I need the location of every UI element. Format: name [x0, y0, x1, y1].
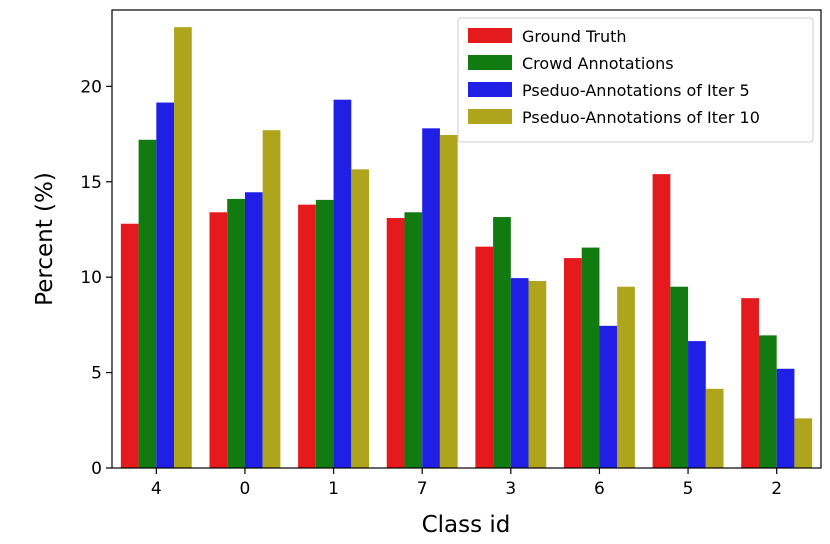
- bar-7-series-0: [386, 218, 405, 468]
- x-tick-label: 5: [683, 479, 694, 499]
- y-axis-title: Percent (%): [32, 172, 58, 306]
- bar-3-series-1: [493, 217, 511, 468]
- x-tick-label: 4: [151, 479, 162, 499]
- bar-0-series-0: [209, 212, 228, 468]
- bar-5-series-0: [652, 174, 671, 468]
- x-axis: 4 0 1 7 3 6 5 2: [151, 468, 782, 499]
- bar-6-series-2: [599, 325, 618, 468]
- bar-3-series-3: [528, 280, 547, 468]
- legend-label-0: Ground Truth: [522, 27, 627, 46]
- legend: Ground Truth Crowd Annotations Pseduo-Anno…: [457, 17, 814, 143]
- bar-6-series-0: [563, 258, 582, 468]
- bar-5-series-3: [705, 388, 724, 468]
- bar-6-series-3: [617, 286, 635, 468]
- bar-1-series-1: [315, 199, 334, 468]
- bar-1-series-2: [333, 99, 352, 468]
- x-tick-label: 3: [505, 479, 516, 499]
- bar-0-series-2: [244, 192, 263, 468]
- x-tick-label: 1: [328, 479, 339, 499]
- bar-2-series-1: [758, 335, 777, 468]
- legend-swatch-1: [468, 55, 512, 70]
- bar-4-series-2: [156, 102, 175, 469]
- bar-7-series-2: [422, 128, 440, 468]
- bar-1-series-3: [351, 169, 370, 468]
- bar-3-series-2: [510, 278, 529, 468]
- bars-group: [120, 27, 813, 469]
- bar-6-series-1: [581, 247, 600, 468]
- x-tick-label: 0: [240, 479, 251, 499]
- plot-frame: [111, 9, 822, 469]
- bar-4-series-0: [120, 223, 139, 468]
- x-tick-label: 7: [417, 479, 428, 499]
- legend-label-2: Pseduo-Annotations of Iter 5: [522, 81, 750, 100]
- bar-3-series-0: [475, 246, 494, 468]
- y-tick-label: 15: [80, 173, 102, 193]
- x-tick-label: 6: [594, 479, 605, 499]
- bar-0-series-1: [227, 198, 245, 468]
- legend-box: [457, 17, 814, 143]
- bar-2-series-0: [741, 298, 759, 468]
- bar-2-series-3: [794, 418, 813, 468]
- bar-4-series-1: [138, 139, 157, 468]
- bar-4-series-3: [174, 27, 192, 469]
- bar-7-series-3: [439, 135, 458, 468]
- y-axis: 0 5 10 15 20: [80, 77, 112, 479]
- bar-7-series-1: [404, 212, 423, 468]
- x-tick-label: 2: [771, 479, 782, 499]
- bar-2-series-2: [776, 368, 795, 468]
- bar-5-series-2: [688, 341, 706, 468]
- legend-swatch-2: [468, 82, 512, 97]
- legend-label-3: Pseduo-Annotations of Iter 10: [522, 108, 760, 127]
- y-tick-label: 0: [91, 459, 102, 479]
- legend-swatch-3: [468, 109, 512, 124]
- bar-0-series-3: [262, 130, 281, 469]
- legend-swatch-0: [468, 28, 512, 43]
- x-axis-title: Class id: [422, 512, 511, 538]
- y-tick-label: 5: [91, 364, 102, 384]
- legend-label-1: Crowd Annotations: [522, 54, 674, 73]
- y-tick-label: 10: [80, 268, 102, 288]
- y-tick-label: 20: [80, 77, 102, 97]
- bar-5-series-1: [670, 286, 689, 468]
- bar-1-series-0: [298, 204, 316, 468]
